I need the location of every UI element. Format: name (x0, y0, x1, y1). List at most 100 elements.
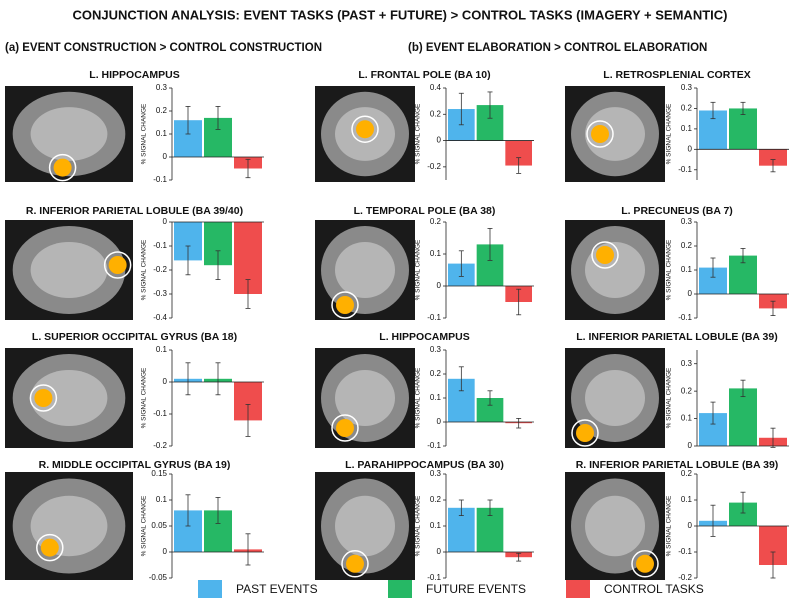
error-bar (710, 504, 716, 537)
bar (729, 108, 757, 150)
chart-title: L. INFERIOR PARIETAL LOBULE (BA 39) (576, 331, 777, 343)
bar (729, 388, 757, 446)
y-tick-label: 0 (163, 377, 168, 386)
y-tick-label: 0.05 (151, 521, 167, 530)
error-bar (245, 403, 251, 437)
y-tick-label: 0.2 (681, 386, 693, 395)
roi-circle (591, 241, 619, 269)
y-tick-label: -0.4 (153, 313, 167, 322)
activation (576, 424, 594, 442)
y-tick-label: 0.1 (430, 249, 442, 258)
chart-title: L. PARAHIPPOCAMPUS (BA 30) (345, 459, 504, 471)
chart-title: L. FRONTAL POLE (BA 10) (358, 69, 490, 81)
roi-circle (351, 115, 379, 143)
activation (40, 538, 59, 557)
chart-title: R. INFERIOR PARIETAL LOBULE (BA 39) (576, 459, 779, 471)
y-tick-label: 0.1 (156, 495, 168, 504)
y-tick-label: 0.15 (151, 469, 167, 478)
y-tick-label: -0.2 (153, 265, 167, 274)
chart-title: L. TEMPORAL POLE (BA 38) (354, 205, 496, 217)
y-tick-label: 0.3 (681, 217, 693, 226)
y-tick-label: 0 (437, 281, 442, 290)
y-tick-label: 0.2 (681, 241, 693, 250)
y-axis-label: % SIGNAL CHANGE (415, 103, 422, 164)
error-bar (245, 279, 251, 309)
roi-circle (586, 120, 614, 148)
chart-title: L. HIPPOCAMPUS (89, 69, 179, 81)
error-bar (516, 288, 522, 316)
y-tick-label: 0.3 (156, 83, 168, 92)
y-tick-label: 0.3 (430, 469, 442, 478)
legend-swatch (388, 580, 412, 598)
y-tick-label: 0 (163, 152, 168, 161)
y-tick-label: -0.1 (153, 241, 167, 250)
y-tick-label: 0 (437, 136, 442, 145)
y-tick-label: 0 (163, 217, 168, 226)
bar (729, 502, 757, 526)
error-bar (458, 250, 464, 277)
error-bar (740, 491, 746, 514)
error-bar (215, 496, 221, 524)
y-tick-label: -0.1 (678, 547, 692, 556)
y-tick-label: 0 (688, 289, 693, 298)
y-tick-label: -0.1 (427, 573, 441, 582)
brain-image (30, 107, 108, 161)
brain-image (335, 242, 395, 298)
y-axis-label: % SIGNAL CHANGE (141, 495, 148, 556)
y-tick-label: 0.1 (430, 521, 442, 530)
error-bar (458, 366, 464, 392)
y-tick-label: -0.1 (678, 313, 692, 322)
roi-circle (331, 414, 359, 442)
y-tick-label: -0.05 (149, 573, 168, 582)
y-tick-label: 0.2 (430, 109, 442, 118)
activation (356, 120, 374, 139)
y-axis-label: % SIGNAL CHANGE (415, 495, 422, 556)
y-tick-label: 0 (688, 144, 693, 153)
legend-label: PAST EVENTS (236, 582, 318, 596)
y-tick-label: -0.2 (153, 441, 167, 450)
activation (34, 389, 53, 407)
y-tick-label: 0.1 (156, 345, 168, 354)
y-tick-label: 0.1 (156, 129, 168, 138)
y-tick-label: 0.2 (681, 469, 693, 478)
y-tick-label: 0.3 (681, 359, 693, 368)
error-bar (185, 494, 191, 527)
y-tick-label: 0.2 (681, 104, 693, 113)
y-tick-label: 0.1 (681, 414, 693, 423)
error-bar (487, 390, 493, 406)
y-axis-label: % SIGNAL CHANGE (666, 239, 673, 300)
y-tick-label: 0 (437, 417, 442, 426)
error-bar (487, 227, 493, 261)
error-bar (770, 159, 776, 173)
chart-title: L. HIPPOCAMPUS (379, 331, 469, 343)
error-bar (740, 101, 746, 115)
y-tick-label: -0.1 (427, 441, 441, 450)
error-bar (516, 417, 522, 429)
y-axis-label: % SIGNAL CHANGE (666, 495, 673, 556)
error-bar (458, 92, 464, 126)
error-bar (487, 499, 493, 516)
roi-circle (36, 533, 64, 562)
roi-circle (29, 384, 58, 412)
activation (108, 256, 127, 274)
activation (336, 296, 354, 314)
legend-swatch (198, 580, 222, 598)
y-tick-label: 0 (688, 441, 693, 450)
error-bar (185, 245, 191, 276)
activation (336, 419, 354, 437)
chart-title: R. MIDDLE OCCIPITAL GYRUS (BA 19) (39, 459, 231, 471)
y-tick-label: 0.2 (430, 217, 442, 226)
error-bar (245, 158, 251, 179)
y-tick-label: 0.2 (156, 106, 168, 115)
error-bar (458, 499, 464, 516)
error-bar (740, 247, 746, 264)
brain-image (335, 370, 395, 426)
y-tick-label: -0.3 (153, 289, 167, 298)
error-bar (215, 362, 221, 396)
legend-label: FUTURE EVENTS (426, 582, 526, 596)
y-tick-label: 0.1 (430, 393, 442, 402)
activation (346, 554, 364, 573)
y-tick-label: 0.3 (681, 83, 693, 92)
y-tick-label: 0 (163, 547, 168, 556)
